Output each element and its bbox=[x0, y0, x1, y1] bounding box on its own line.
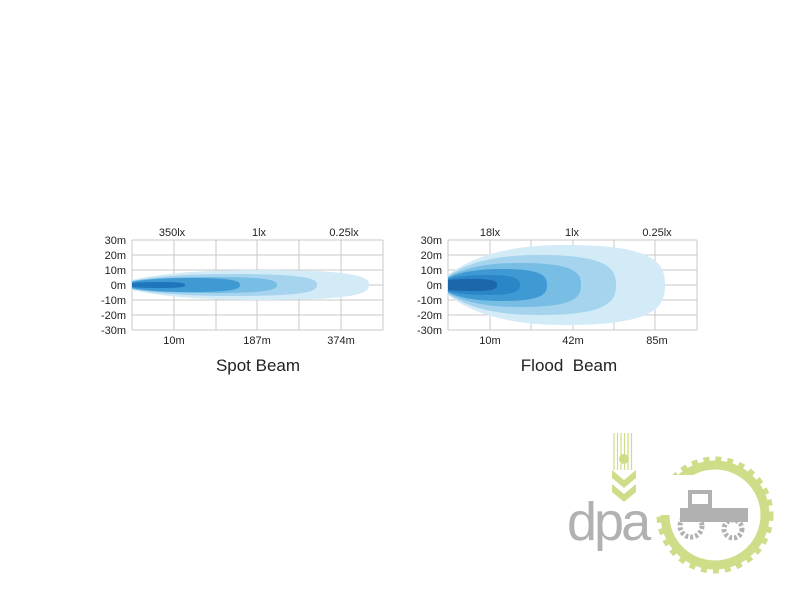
distance-label: 42m bbox=[562, 335, 583, 347]
y-tick-label: 0m bbox=[427, 280, 442, 292]
beam-intensity-zone bbox=[448, 279, 497, 291]
chart-title: Spot Beam bbox=[216, 356, 300, 375]
flood-beam-chart: 30m 20m 10m 0m -10m -20m -30m 18lx 1lx 0.25lx 10m 4… bbox=[417, 227, 698, 375]
tractor-window bbox=[692, 494, 708, 504]
lux-label: 0.25lx bbox=[642, 227, 672, 239]
y-tick-label: 30m bbox=[421, 235, 442, 247]
distance-label: 10m bbox=[163, 335, 184, 347]
y-tick-label: -10m bbox=[417, 295, 442, 307]
spot-beam-chart: 30m 20m 10m 0m -10m -20m -30m 350lx 1lx 0.25lx 10m… bbox=[101, 227, 384, 375]
lux-label: 1lx bbox=[565, 227, 580, 239]
wheat-head-icon bbox=[619, 454, 629, 464]
y-tick-label: -30m bbox=[417, 325, 442, 337]
lux-label: 350lx bbox=[159, 227, 186, 239]
y-tick-label: -30m bbox=[101, 325, 126, 337]
distance-label: 85m bbox=[646, 335, 667, 347]
beam-intensity-zone bbox=[132, 278, 240, 292]
distance-label: 374m bbox=[327, 335, 355, 347]
y-tick-label: 10m bbox=[105, 265, 126, 277]
gear-teeth-icon bbox=[656, 456, 774, 574]
lux-label: 1lx bbox=[252, 227, 267, 239]
y-tick-label: 0m bbox=[111, 280, 126, 292]
distance-label: 187m bbox=[243, 335, 271, 347]
y-tick-label: 10m bbox=[421, 265, 442, 277]
lux-label: 18lx bbox=[480, 227, 501, 239]
distance-label: 10m bbox=[479, 335, 500, 347]
beam-intensity-zone bbox=[132, 282, 185, 288]
wheat-grain-icon bbox=[612, 484, 636, 502]
chart-title: Flood Beam bbox=[521, 356, 617, 375]
wheat-grain-icon bbox=[612, 470, 636, 488]
tractor-wheel-icon bbox=[677, 512, 705, 540]
y-tick-label: -20m bbox=[101, 310, 126, 322]
y-tick-label: -10m bbox=[101, 295, 126, 307]
logo-text: dpa bbox=[567, 492, 652, 552]
dpa-logo: dpa bbox=[567, 433, 774, 574]
lux-label: 0.25lx bbox=[329, 227, 359, 239]
y-tick-label: 20m bbox=[421, 250, 442, 262]
y-tick-label: -20m bbox=[417, 310, 442, 322]
y-tick-label: 20m bbox=[105, 250, 126, 262]
tractor-wheel-icon bbox=[721, 517, 745, 541]
y-tick-label: 30m bbox=[105, 235, 126, 247]
